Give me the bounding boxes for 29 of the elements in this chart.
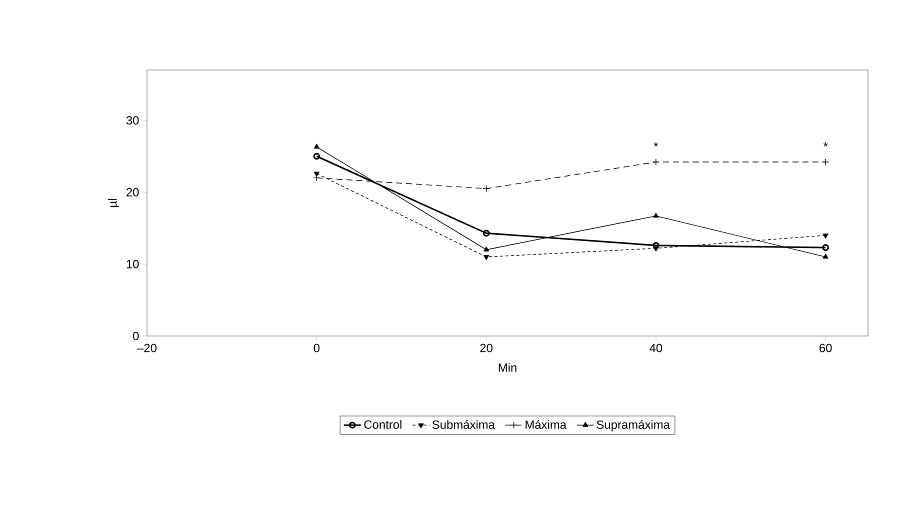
y-tick-label: 0 [133, 332, 139, 340]
point [484, 246, 490, 252]
point [653, 246, 659, 252]
annotation: * [823, 142, 828, 146]
y-axis-title: µl [108, 199, 120, 207]
x-axis-title: Min [498, 363, 516, 372]
x-tick-label: 20 [480, 344, 492, 352]
y-tick-label: 20 [126, 188, 139, 196]
point [822, 158, 830, 166]
point [482, 230, 490, 237]
x-tick-label: 40 [650, 344, 662, 352]
point [314, 144, 320, 149]
point [822, 234, 828, 238]
point [652, 242, 660, 249]
point [652, 158, 660, 166]
x-tick-label: 0 [314, 344, 320, 352]
legend-label: Máxima [526, 420, 567, 429]
legend-label: Control [364, 420, 402, 429]
point [653, 212, 659, 218]
y-tick-label: 30 [126, 116, 139, 125]
point [484, 255, 490, 260]
annotation: * [654, 142, 658, 146]
y-tick-label: 10 [126, 260, 139, 268]
point [482, 185, 490, 192]
x-tick-label: –20 [137, 344, 157, 352]
point [822, 254, 828, 259]
legend-label: Submáxima [432, 420, 495, 429]
x-tick-label: 60 [820, 344, 832, 352]
legend-label: Supramáxima [596, 420, 670, 432]
